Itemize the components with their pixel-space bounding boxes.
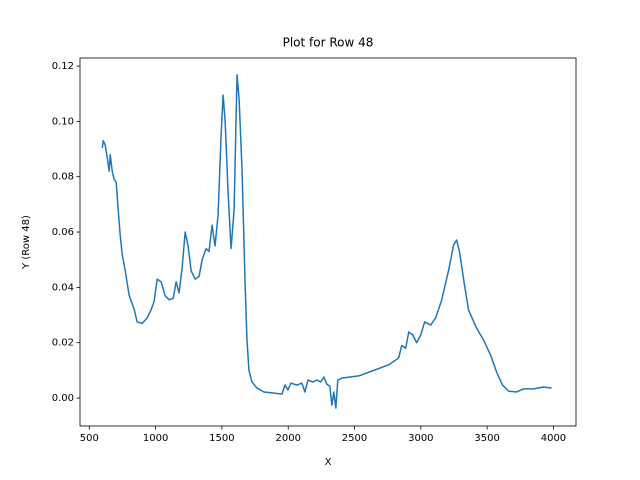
chart-title: Plot for Row 48 xyxy=(283,36,374,50)
x-axis-label: X xyxy=(325,457,332,468)
plot-frame xyxy=(79,57,577,427)
x-tick-label: 500 xyxy=(80,433,99,444)
y-tick-label: 0.10 xyxy=(52,116,74,127)
x-tick-label: 2000 xyxy=(275,433,300,444)
x-tick-label: 2500 xyxy=(342,433,367,444)
data-line xyxy=(101,74,552,409)
x-tick-label: 3000 xyxy=(408,433,433,444)
y-tick-label: 0.12 xyxy=(52,61,74,72)
x-tick-label: 1500 xyxy=(209,433,234,444)
x-tick-label: 3500 xyxy=(474,433,499,444)
x-tick-label: 4000 xyxy=(541,433,566,444)
y-tick-label: 0.02 xyxy=(52,338,74,349)
y-tick-label: 0.00 xyxy=(52,393,74,404)
y-axis-label: Y (Row 48) xyxy=(21,215,32,270)
y-tick-label: 0.08 xyxy=(52,172,74,183)
x-tick-label: 1000 xyxy=(143,433,168,444)
y-tick-label: 0.04 xyxy=(52,282,74,293)
y-tick-label: 0.06 xyxy=(52,227,74,238)
